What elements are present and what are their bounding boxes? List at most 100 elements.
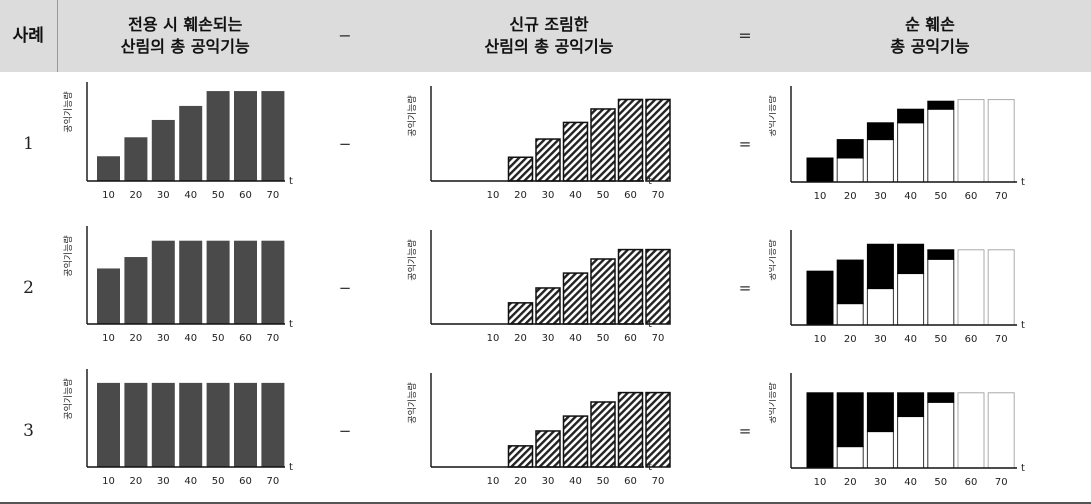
x-axis-label: t [648,319,652,330]
offset-bar [927,108,955,183]
x-tick-label: 70 [267,476,280,487]
x-tick-label: 40 [569,190,582,201]
new-forest-chart: 공익기능량 10 20 30 40 50 60 70t [406,86,671,201]
header-net-loss: 순 훼손 총 공익기능 [769,0,1091,72]
offset-bar [836,446,864,469]
new-forest-bar [590,401,616,468]
x-tick-label: 50 [934,334,947,345]
offset-bar [987,99,1015,183]
lost-forest-bar [206,240,230,324]
chart-cell-lost: 공익기능량 10 20 30 40 50 60 70 t [57,72,313,216]
x-tick-label: 50 [597,190,610,201]
x-tick-label: 20 [844,477,857,488]
net-loss-bar [927,392,955,403]
offset-bar [866,431,894,469]
x-tick-label: 20 [844,191,857,202]
x-tick-label: 60 [624,333,637,344]
offset-bar [957,392,985,469]
case-number: 3 [23,420,34,441]
header-new-line-1: 신규 조림한 [509,15,589,34]
offset-bar [957,249,985,326]
new-forest-bar [562,121,589,182]
lost-forest-bar [261,382,285,467]
x-tick-label: 10 [102,190,115,201]
lost-forest-bar [151,382,175,467]
x-tick-label: 40 [184,190,197,201]
x-tick-label: 10 [814,191,827,202]
offset-bar [927,258,955,326]
y-axis-label: 공익기능량 [769,382,778,423]
x-tick-label: 50 [934,477,947,488]
net-loss-bar [897,243,925,275]
x-tick-label: 20 [514,190,527,201]
x-tick-label: 30 [542,476,555,487]
x-tick-label: 60 [624,190,637,201]
offset-bar [957,99,985,183]
x-tick-label: 70 [652,333,665,344]
x-tick-label: 60 [965,334,978,345]
x-tick-label: 50 [597,476,610,487]
x-tick-label: 70 [267,190,280,201]
net-loss-bar [897,392,925,418]
header-net-line-1: 순 훼손 [905,15,955,34]
y-axis-label: 공익기능량 [62,91,74,132]
new-forest-chart: 공익기능량 10 20 30 40 50 60 70t [406,230,671,344]
x-tick-label: 10 [487,190,500,201]
lost-forest-bar [151,240,175,324]
offset-bar [897,273,925,326]
net-loss-bar [927,100,955,110]
x-tick-label: 50 [597,333,610,344]
x-tick-label: 70 [267,333,280,344]
net-loss-chart: 공익기능량 10 20 30 40 50 60 70 t [769,86,1025,202]
header-new-forest: 신규 조림한 산림의 총 공익기능 [377,0,721,72]
net-loss-bar [806,270,834,326]
chart-cell-lost: 공익기능량 10 20 30 40 50 60 70 t [57,359,313,502]
lost-forest-bar [179,382,203,467]
net-loss-bar [866,243,894,290]
new-forest-bar [645,98,671,182]
lost-forest-bar [206,382,230,467]
offset-bar [897,122,925,183]
header-equals: = [738,26,752,45]
lost-forest-bar [97,156,120,181]
new-forest-bar [617,391,644,468]
net-loss-chart: 공익기능량 10 20 30 40 50 60 70 t [769,230,1025,345]
chart-cell-net: 공익기능량 10 20 30 40 50 60 70 t [769,216,1091,359]
x-tick-label: 40 [904,334,917,345]
table-row: 1 공익기능량 10 20 30 40 50 60 70 t − 공익기능량 10 20 30 40 50… [0,72,1091,216]
lost-forest-bar [97,382,120,467]
x-tick-label: 60 [239,190,252,201]
offset-bar [987,249,1015,326]
x-axis-label: t [648,176,652,187]
x-tick-label: 40 [184,476,197,487]
new-forest-bar [590,258,616,325]
lost-forest-bar [234,382,257,467]
net-loss-bar [836,139,864,159]
y-axis-label: 공익기능량 [406,95,418,136]
new-forest-bar [535,430,561,468]
lost-forest-bar [206,91,230,181]
x-axis-label: t [289,319,293,330]
equals-sign: = [738,278,752,297]
net-loss-bar [836,392,864,448]
equals-sign: = [738,135,752,153]
x-tick-label: 70 [995,334,1008,345]
x-tick-label: 70 [995,477,1008,488]
x-tick-label: 40 [904,191,917,202]
x-tick-label: 30 [874,334,887,345]
lost-forest-bar [261,240,285,324]
x-tick-label: 60 [239,333,252,344]
x-tick-label: 30 [157,190,170,201]
x-axis-label: t [289,176,293,187]
x-tick-label: 10 [102,333,115,344]
y-axis-label: 공익기능량 [406,239,418,280]
new-forest-bar [590,108,616,182]
header-lost-line-1: 전용 시 훼손되는 [128,15,243,34]
x-tick-label: 20 [130,190,143,201]
x-tick-label: 70 [652,190,665,201]
lost-forest-bar [124,382,148,467]
new-forest-bar [645,391,671,468]
x-tick-label: 30 [874,191,887,202]
chart-cell-new: 공익기능량 10 20 30 40 50 60 70 t [377,359,721,502]
x-tick-label: 30 [542,333,555,344]
